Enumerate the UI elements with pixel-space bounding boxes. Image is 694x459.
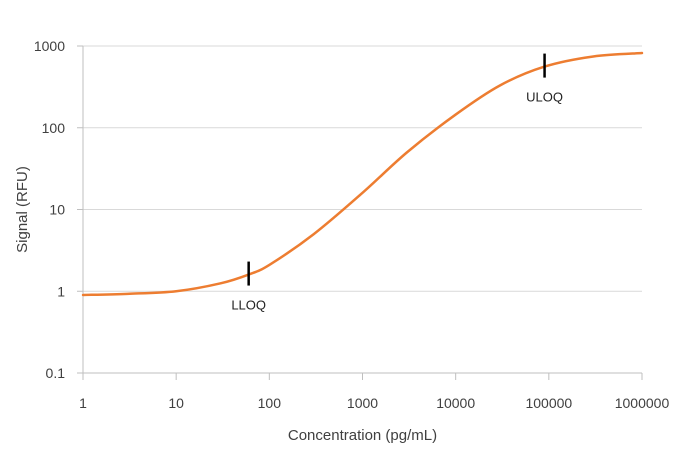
annotation-label-uloq: ULOQ — [526, 90, 563, 105]
y-tick-label: 0.1 — [46, 365, 66, 381]
x-tick-label: 1000 — [347, 395, 378, 411]
y-tick-label: 10 — [49, 202, 65, 218]
x-tick-label: 10 — [168, 395, 184, 411]
series-line-0 — [81, 51, 644, 297]
annotation-label-lloq: LLOQ — [231, 298, 266, 313]
y-tick-label: 1 — [57, 283, 65, 299]
x-tick-label: 10000 — [436, 395, 475, 411]
y-tick-label: 1000 — [34, 38, 65, 54]
y-axis-title: Signal (RFU) — [14, 166, 31, 253]
x-axis-title: Concentration (pg/mL) — [288, 427, 437, 444]
x-tick-label: 1 — [79, 395, 87, 411]
y-tick-label: 100 — [42, 120, 66, 136]
x-tick-label: 100 — [258, 395, 282, 411]
x-tick-label: 1000000 — [615, 395, 670, 411]
x-tick-label: 100000 — [525, 395, 572, 411]
